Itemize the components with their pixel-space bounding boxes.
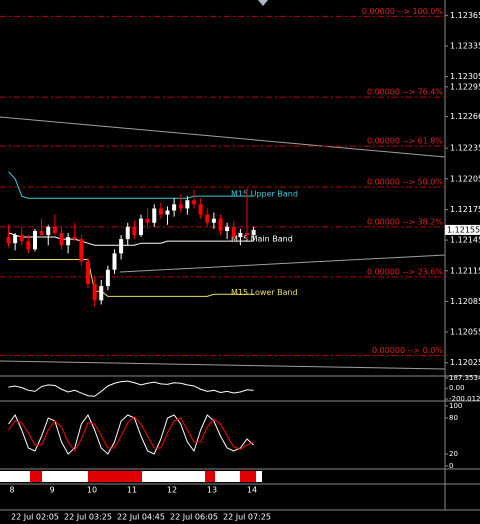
y-tick-label: 1.12025 [450,358,480,367]
state-block [205,471,215,482]
indicator-line [8,380,254,397]
y-tick-label: 1.12055 [450,328,480,337]
band-label: M15 Lower Band [231,288,298,297]
fib-label: 0.00000 --> 100.0% [362,7,444,16]
candle-body [198,204,203,215]
y-tick-label: 1.12175 [450,205,480,214]
candle-body [92,284,97,301]
candle-body [72,237,77,240]
candle-body [218,218,223,231]
x-top-label: 11 [127,486,137,495]
band-line [8,259,254,297]
last-price-box [445,224,480,235]
candle-body [139,218,143,236]
x-tick-label: 22 Jul 03:25 [64,513,112,522]
y-tick-label: 0.00 [449,384,465,392]
candle-body [192,200,196,205]
indicator-line [8,416,254,452]
candle-body [152,208,157,223]
candle-body [19,235,24,242]
candle-body [33,230,37,250]
candle-body [165,210,170,215]
shift-marker [258,0,268,6]
x-tick-label: 22 Jul 06:05 [170,513,218,522]
y-tick-label: -200.0126 [449,395,480,403]
band-label: M15 Upper Band [231,190,298,199]
candle-body [79,239,84,262]
candle-body [158,208,163,215]
fib-label: 0.00000 --> 50.0% [367,177,443,186]
fib-label: 0.00000 --> 0.0% [372,346,443,355]
x-tick-label: 22 Jul 07:25 [223,513,271,522]
candle-body [39,230,44,236]
candle-body [211,218,216,223]
fib-label: 0.00000 --> 23.6% [367,267,443,276]
x-top-label: 13 [207,486,217,495]
y-tick-label: 20 [449,450,458,458]
candle-body [205,214,210,223]
y-tick-label: 1.12085 [450,297,480,306]
candle-body [105,269,110,287]
candle-body [112,253,117,270]
y-tick-label: 1.12295 [450,82,480,91]
y-tick-label: 1.12145 [450,236,480,245]
fib-label: 0.00000 --> 61.8% [367,137,443,146]
y-tick-label: 1.12305 [450,72,480,81]
candle-body [52,226,57,233]
x-top-label: 8 [9,486,14,495]
state-block [240,471,256,482]
y-tick-label: 187.3534 [449,374,480,382]
last-price-label: 1.12155 [447,225,480,234]
y-tick-label: 1.12205 [450,174,480,183]
band-line [8,232,254,246]
candle-body [185,200,190,209]
trend-line [119,254,446,273]
y-tick-label: 1.12365 [450,11,480,20]
candle-body [225,226,230,231]
x-tick-label: 22 Jul 02:05 [11,513,59,522]
candle-body [26,241,31,250]
candle-body [6,237,11,244]
y-tick-label: 1.12115 [450,266,480,275]
x-top-label: 14 [247,486,257,495]
y-tick-label: 1.12235 [450,144,480,153]
fib-label: 0.00000 --> 76.4% [367,88,443,97]
candle-body [172,204,177,211]
x-top-label: 10 [87,486,97,495]
band-label: M15 Main Band [231,235,293,244]
y-tick-label: 1.12266 [450,112,480,121]
y-tick-label: 100 [449,402,462,410]
candle-body [132,226,137,236]
trend-line [0,360,446,370]
state-block [88,471,142,482]
x-top-label: 9 [49,486,54,495]
candle-body [125,226,130,240]
trend-line [0,116,446,158]
candle-body [46,226,51,236]
candle-body [119,239,124,254]
state-block [30,471,42,482]
fib-label: 0.00000 --> 38.2% [367,217,443,226]
x-top-label: 12 [167,486,177,495]
candle-body [145,218,150,223]
candle-body [238,232,243,238]
candle-body [99,286,104,301]
y-tick-label: 1.12335 [450,41,480,50]
candle-body [13,235,18,244]
candle-body [66,237,71,246]
candle-body [251,229,256,236]
y-tick-label: 80 [449,414,458,422]
candle-body [86,261,90,285]
main-panel [0,0,445,375]
candle-body [178,204,183,209]
y-tick-label: 0 [449,462,453,470]
band-line [8,171,254,199]
candle-body [245,232,249,236]
x-tick-label: 22 Jul 04:45 [117,513,165,522]
candle-body [231,226,236,238]
candle-body [59,232,64,246]
